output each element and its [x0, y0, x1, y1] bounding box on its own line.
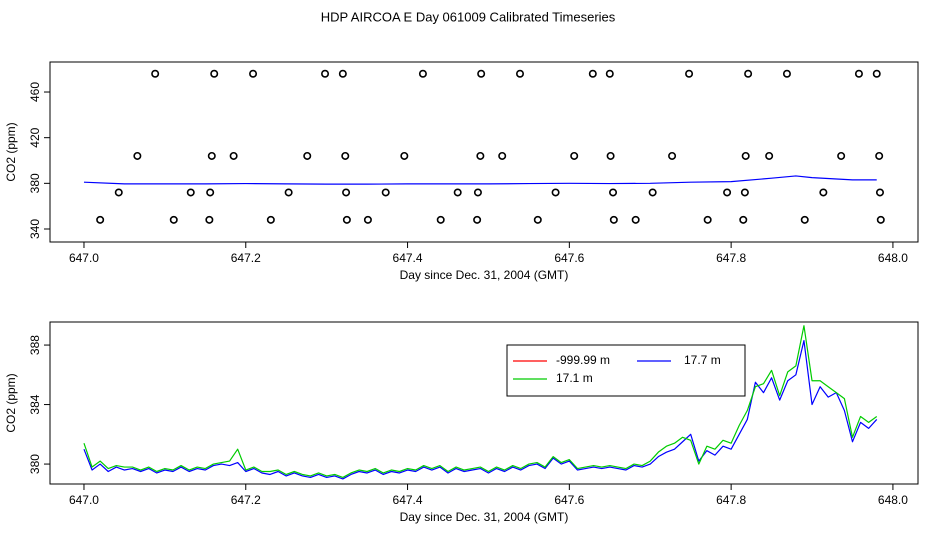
data-point: [363, 215, 372, 224]
data-point: [609, 215, 618, 224]
data-point: [114, 188, 123, 197]
x-tick-label: 647.2: [231, 493, 261, 507]
data-point: [477, 69, 486, 78]
x-tick-label: 647.2: [231, 251, 261, 265]
data-point: [605, 69, 614, 78]
data-point: [668, 151, 677, 160]
x-tick-label: 647.6: [554, 251, 584, 265]
data-point: [205, 215, 214, 224]
y-tick-label: 380: [28, 454, 42, 474]
data-point: [570, 151, 579, 160]
y-axis-label: CO2 (ppm): [4, 122, 18, 181]
data-point: [476, 151, 485, 160]
x-tick-label: 647.0: [69, 251, 99, 265]
data-point: [418, 69, 427, 78]
data-point: [854, 69, 863, 78]
data-point: [837, 151, 846, 160]
data-point: [342, 188, 351, 197]
legend-label: 17.1 m: [556, 371, 593, 385]
data-point: [875, 188, 884, 197]
data-point: [303, 151, 312, 160]
x-tick-label: 647.4: [393, 493, 423, 507]
data-point: [284, 188, 293, 197]
data-point: [875, 151, 884, 160]
data-point: [533, 215, 542, 224]
data-point: [819, 188, 828, 197]
data-point: [96, 215, 105, 224]
data-point: [400, 151, 409, 160]
plot-frame: [49, 321, 919, 485]
data-point: [739, 215, 748, 224]
data-point: [436, 215, 445, 224]
data-point: [782, 69, 791, 78]
data-point: [723, 188, 732, 197]
data-point: [210, 69, 219, 78]
data-point: [169, 215, 178, 224]
legend-box: [506, 344, 746, 397]
data-point: [685, 69, 694, 78]
x-tick-label: 647.4: [393, 251, 423, 265]
data-point: [872, 69, 881, 78]
data-point: [703, 215, 712, 224]
data-point: [606, 151, 615, 160]
series-line: [83, 175, 877, 185]
data-point: [341, 151, 350, 160]
data-point: [206, 188, 215, 197]
x-tick-label: 648.0: [878, 493, 908, 507]
y-tick-label: 420: [28, 127, 42, 147]
data-point: [741, 151, 750, 160]
legend-label: -999.99 m: [556, 353, 610, 367]
data-point: [207, 151, 216, 160]
data-point: [453, 188, 462, 197]
data-point: [498, 151, 507, 160]
x-tick-label: 647.6: [554, 493, 584, 507]
data-point: [266, 215, 275, 224]
data-point: [133, 151, 142, 160]
data-point: [338, 69, 347, 78]
x-tick-label: 648.0: [878, 251, 908, 265]
data-point: [381, 188, 390, 197]
data-point: [229, 151, 238, 160]
x-tick-label: 647.8: [716, 251, 746, 265]
data-point: [631, 215, 640, 224]
data-point: [515, 69, 524, 78]
chart-title: HDP AIRCOA E Day 061009 Calibrated Times…: [321, 9, 616, 24]
data-point: [648, 188, 657, 197]
y-axis-label: CO2 (ppm): [4, 373, 18, 432]
y-tick-label: 380: [28, 173, 42, 193]
data-point: [588, 69, 597, 78]
data-point: [342, 215, 351, 224]
data-point: [186, 188, 195, 197]
series-line: [83, 325, 878, 479]
y-tick-label: 460: [28, 82, 42, 102]
x-axis-label: Day since Dec. 31, 2004 (GMT): [400, 268, 569, 282]
y-tick-label: 340: [28, 219, 42, 239]
data-point: [765, 151, 774, 160]
data-point: [473, 215, 482, 224]
x-tick-label: 647.0: [69, 493, 99, 507]
y-tick-label: 384: [28, 394, 42, 414]
data-point: [744, 69, 753, 78]
data-point: [473, 188, 482, 197]
x-axis-label: Day since Dec. 31, 2004 (GMT): [400, 510, 569, 524]
x-tick-label: 647.8: [716, 493, 746, 507]
data-point: [800, 215, 809, 224]
data-point: [740, 188, 749, 197]
data-point: [609, 188, 618, 197]
data-point: [151, 69, 160, 78]
plot-frame: [49, 61, 919, 243]
data-point: [876, 215, 885, 224]
data-point: [321, 69, 330, 78]
series-line: [83, 340, 878, 480]
legend-label: 17.7 m: [684, 353, 721, 367]
y-tick-label: 388: [28, 335, 42, 355]
data-point: [551, 188, 560, 197]
data-point: [249, 69, 258, 78]
